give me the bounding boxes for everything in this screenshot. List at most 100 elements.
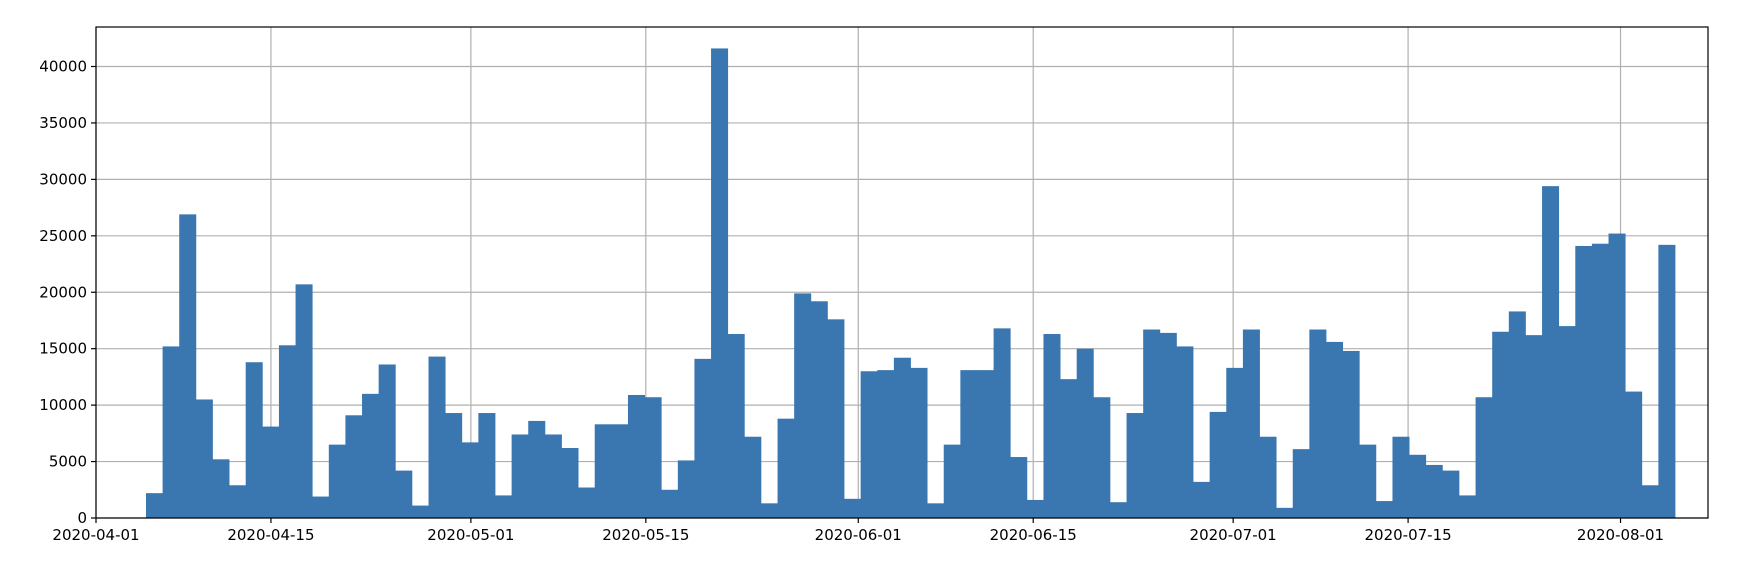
histogram-bar [411, 505, 429, 518]
histogram-bar [1492, 331, 1510, 518]
histogram-bar [495, 495, 513, 518]
x-tick-label: 2020-08-01 [1577, 526, 1664, 544]
histogram-bar [611, 424, 629, 518]
histogram-bar [1608, 233, 1626, 518]
histogram-bar [627, 394, 645, 518]
histogram-bar [1375, 501, 1393, 518]
histogram-bar [910, 367, 928, 518]
histogram-bar [1442, 470, 1460, 518]
histogram-bar [1026, 499, 1044, 518]
histogram-bar [1658, 244, 1676, 518]
histogram-bar [794, 293, 812, 518]
histogram-bar [1591, 243, 1609, 518]
histogram-bar [1043, 334, 1061, 518]
x-axis: 2020-04-01 2020-04-15 2020-05-01 2020-05-15… [52, 518, 1664, 544]
histogram-bar [943, 444, 961, 518]
histogram-bar [461, 442, 479, 518]
histogram-bar [760, 503, 778, 518]
y-tick-label: 0 [77, 509, 87, 527]
x-tick-label: 2020-04-01 [52, 526, 139, 544]
histogram-bar [245, 362, 263, 518]
histogram-bar [694, 358, 712, 518]
histogram-bar [478, 413, 496, 518]
histogram-bar [1325, 341, 1344, 518]
x-tick-label: 2020-06-15 [990, 526, 1077, 544]
histogram-bar [1525, 335, 1543, 518]
histogram-bar [1409, 454, 1427, 518]
histogram-bar [162, 346, 180, 518]
histogram-bar [528, 420, 546, 518]
x-tick-label: 2020-06-01 [815, 526, 902, 544]
histogram-bar [844, 498, 862, 518]
histogram-bar [677, 460, 695, 518]
histogram-bar [328, 444, 346, 518]
histogram-bar [445, 413, 463, 518]
x-tick-label: 2020-05-15 [602, 526, 689, 544]
histogram-bar [827, 319, 845, 518]
histogram-bar [511, 434, 529, 518]
histogram-bar [1625, 391, 1643, 518]
y-tick-label: 40000 [39, 58, 87, 76]
histogram-bar [195, 399, 213, 518]
histogram-bar [1193, 481, 1211, 518]
histogram-bar [1542, 186, 1560, 518]
x-tick-label: 2020-07-01 [1190, 526, 1277, 544]
histogram-bar [1425, 464, 1443, 518]
histogram-bar [262, 426, 280, 518]
histogram-bar [1109, 502, 1127, 518]
histogram-bar [1060, 379, 1078, 518]
histogram-bar [278, 345, 296, 518]
x-tick-label: 2020-05-01 [427, 526, 514, 544]
histogram-bar [578, 487, 596, 518]
histogram-bar [1159, 332, 1177, 518]
histogram-bar [1143, 329, 1161, 518]
histogram-bar [1259, 436, 1277, 518]
histogram-bar [1641, 485, 1659, 518]
y-tick-label: 10000 [39, 396, 87, 414]
histogram-bar [976, 370, 994, 518]
histogram-bar [594, 424, 612, 518]
histogram-bar [1276, 507, 1294, 518]
histogram-bar [561, 448, 579, 518]
histogram-bar [1226, 367, 1244, 518]
histogram-bar [312, 496, 330, 518]
histogram-bar [1392, 436, 1410, 518]
histogram-bar [362, 393, 380, 518]
histogram-bars [145, 48, 1676, 518]
histogram-bar [711, 48, 729, 518]
histogram-bar [395, 470, 413, 518]
x-tick-label: 2020-07-15 [1364, 526, 1451, 544]
histogram-bar [1475, 397, 1493, 518]
histogram-bar [1309, 329, 1327, 518]
histogram-bar [1359, 444, 1377, 518]
y-tick-label: 20000 [39, 283, 87, 301]
y-tick-label: 35000 [39, 114, 87, 132]
histogram-bar [993, 328, 1011, 518]
histogram-bar [810, 301, 828, 518]
histogram-bar [960, 370, 978, 518]
histogram-bar [1126, 413, 1144, 518]
histogram-bar [345, 415, 363, 518]
y-tick-label: 15000 [39, 340, 87, 358]
histogram-bar [1575, 245, 1593, 518]
y-tick-label: 5000 [49, 453, 87, 471]
histogram-bar [860, 371, 878, 518]
histogram-bar [212, 459, 230, 518]
histogram-bar [893, 357, 911, 518]
histogram-bar [744, 436, 762, 518]
histogram-bar [428, 356, 446, 518]
y-tick-label: 25000 [39, 227, 87, 245]
histogram-bar [1242, 329, 1260, 518]
histogram-bar [1209, 411, 1227, 518]
histogram-bar [727, 334, 745, 518]
histogram-bar [179, 214, 197, 518]
histogram-bar [544, 434, 562, 518]
histogram-bar [1558, 326, 1576, 518]
histogram-bar [661, 489, 679, 518]
histogram-bar [295, 284, 313, 518]
y-axis: 0 5000 10000 15000 20000 25000 30000 35000 40000 [39, 58, 96, 527]
histogram-bar [1176, 346, 1194, 518]
histogram-bar [378, 364, 396, 518]
histogram-bar [1093, 397, 1111, 518]
axes-frame [95, 26, 1709, 519]
